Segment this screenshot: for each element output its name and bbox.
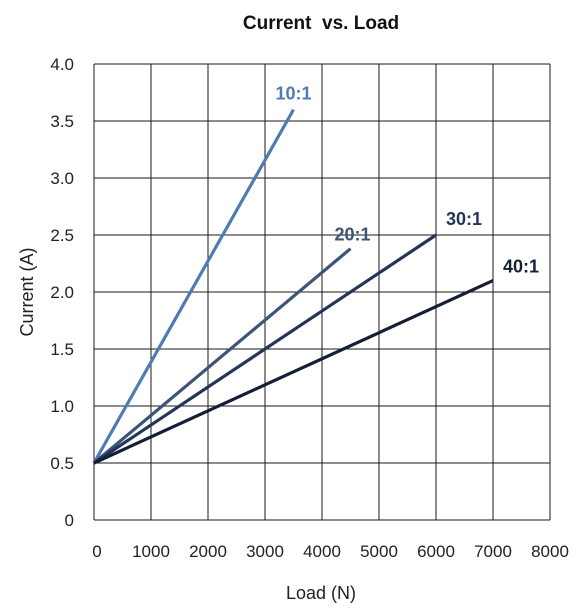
x-tick-label: 6000: [417, 542, 455, 561]
series-label-10-to-1: 10:1: [275, 84, 311, 104]
y-tick-label: 2.0: [50, 283, 74, 302]
x-tick-label: 0: [92, 542, 101, 561]
y-tick-label: 3.5: [50, 112, 74, 131]
y-tick-label: 0.5: [50, 454, 74, 473]
x-tick-label: 2000: [189, 542, 227, 561]
series-line-10-to-1: [92, 108, 295, 464]
x-tick-label: 3000: [246, 542, 284, 561]
series-line-40-to-1: [93, 279, 494, 465]
y-tick-label: 1.0: [50, 397, 74, 416]
series-labels: 10:1 20:1 30:1 40:1: [275, 84, 539, 277]
y-tick-label: 2.5: [50, 226, 74, 245]
x-tick-label: 4000: [303, 542, 341, 561]
x-tick-label: 1000: [132, 542, 170, 561]
y-tick-labels: 0 0.5 1.0 1.5 2.0 2.5 3.0 3.5 4.0: [50, 55, 74, 530]
y-tick-label: 0: [65, 511, 74, 530]
series-label-20-to-1: 20:1: [334, 225, 370, 245]
x-tick-label: 7000: [474, 542, 512, 561]
y-axis-label: Current (A): [17, 247, 37, 336]
x-tick-label: 5000: [360, 542, 398, 561]
series-line-30-to-1: [93, 233, 437, 465]
y-tick-label: 3.0: [50, 169, 74, 188]
series-line-20-to-1: [92, 247, 352, 465]
y-tick-label: 4.0: [50, 55, 74, 74]
chart-title: Current vs. Load: [243, 13, 399, 34]
y-tick-label: 1.5: [50, 340, 74, 359]
x-tick-labels: 0 1000 2000 3000 4000 5000 6000 7000 8000: [92, 542, 569, 561]
series-label-30-to-1: 30:1: [446, 209, 482, 229]
series-lines: [92, 108, 494, 465]
series-label-40-to-1: 40:1: [503, 257, 539, 277]
x-axis-label: Load (N): [286, 583, 356, 603]
x-tick-label: 8000: [531, 542, 569, 561]
grid: [93, 63, 551, 521]
